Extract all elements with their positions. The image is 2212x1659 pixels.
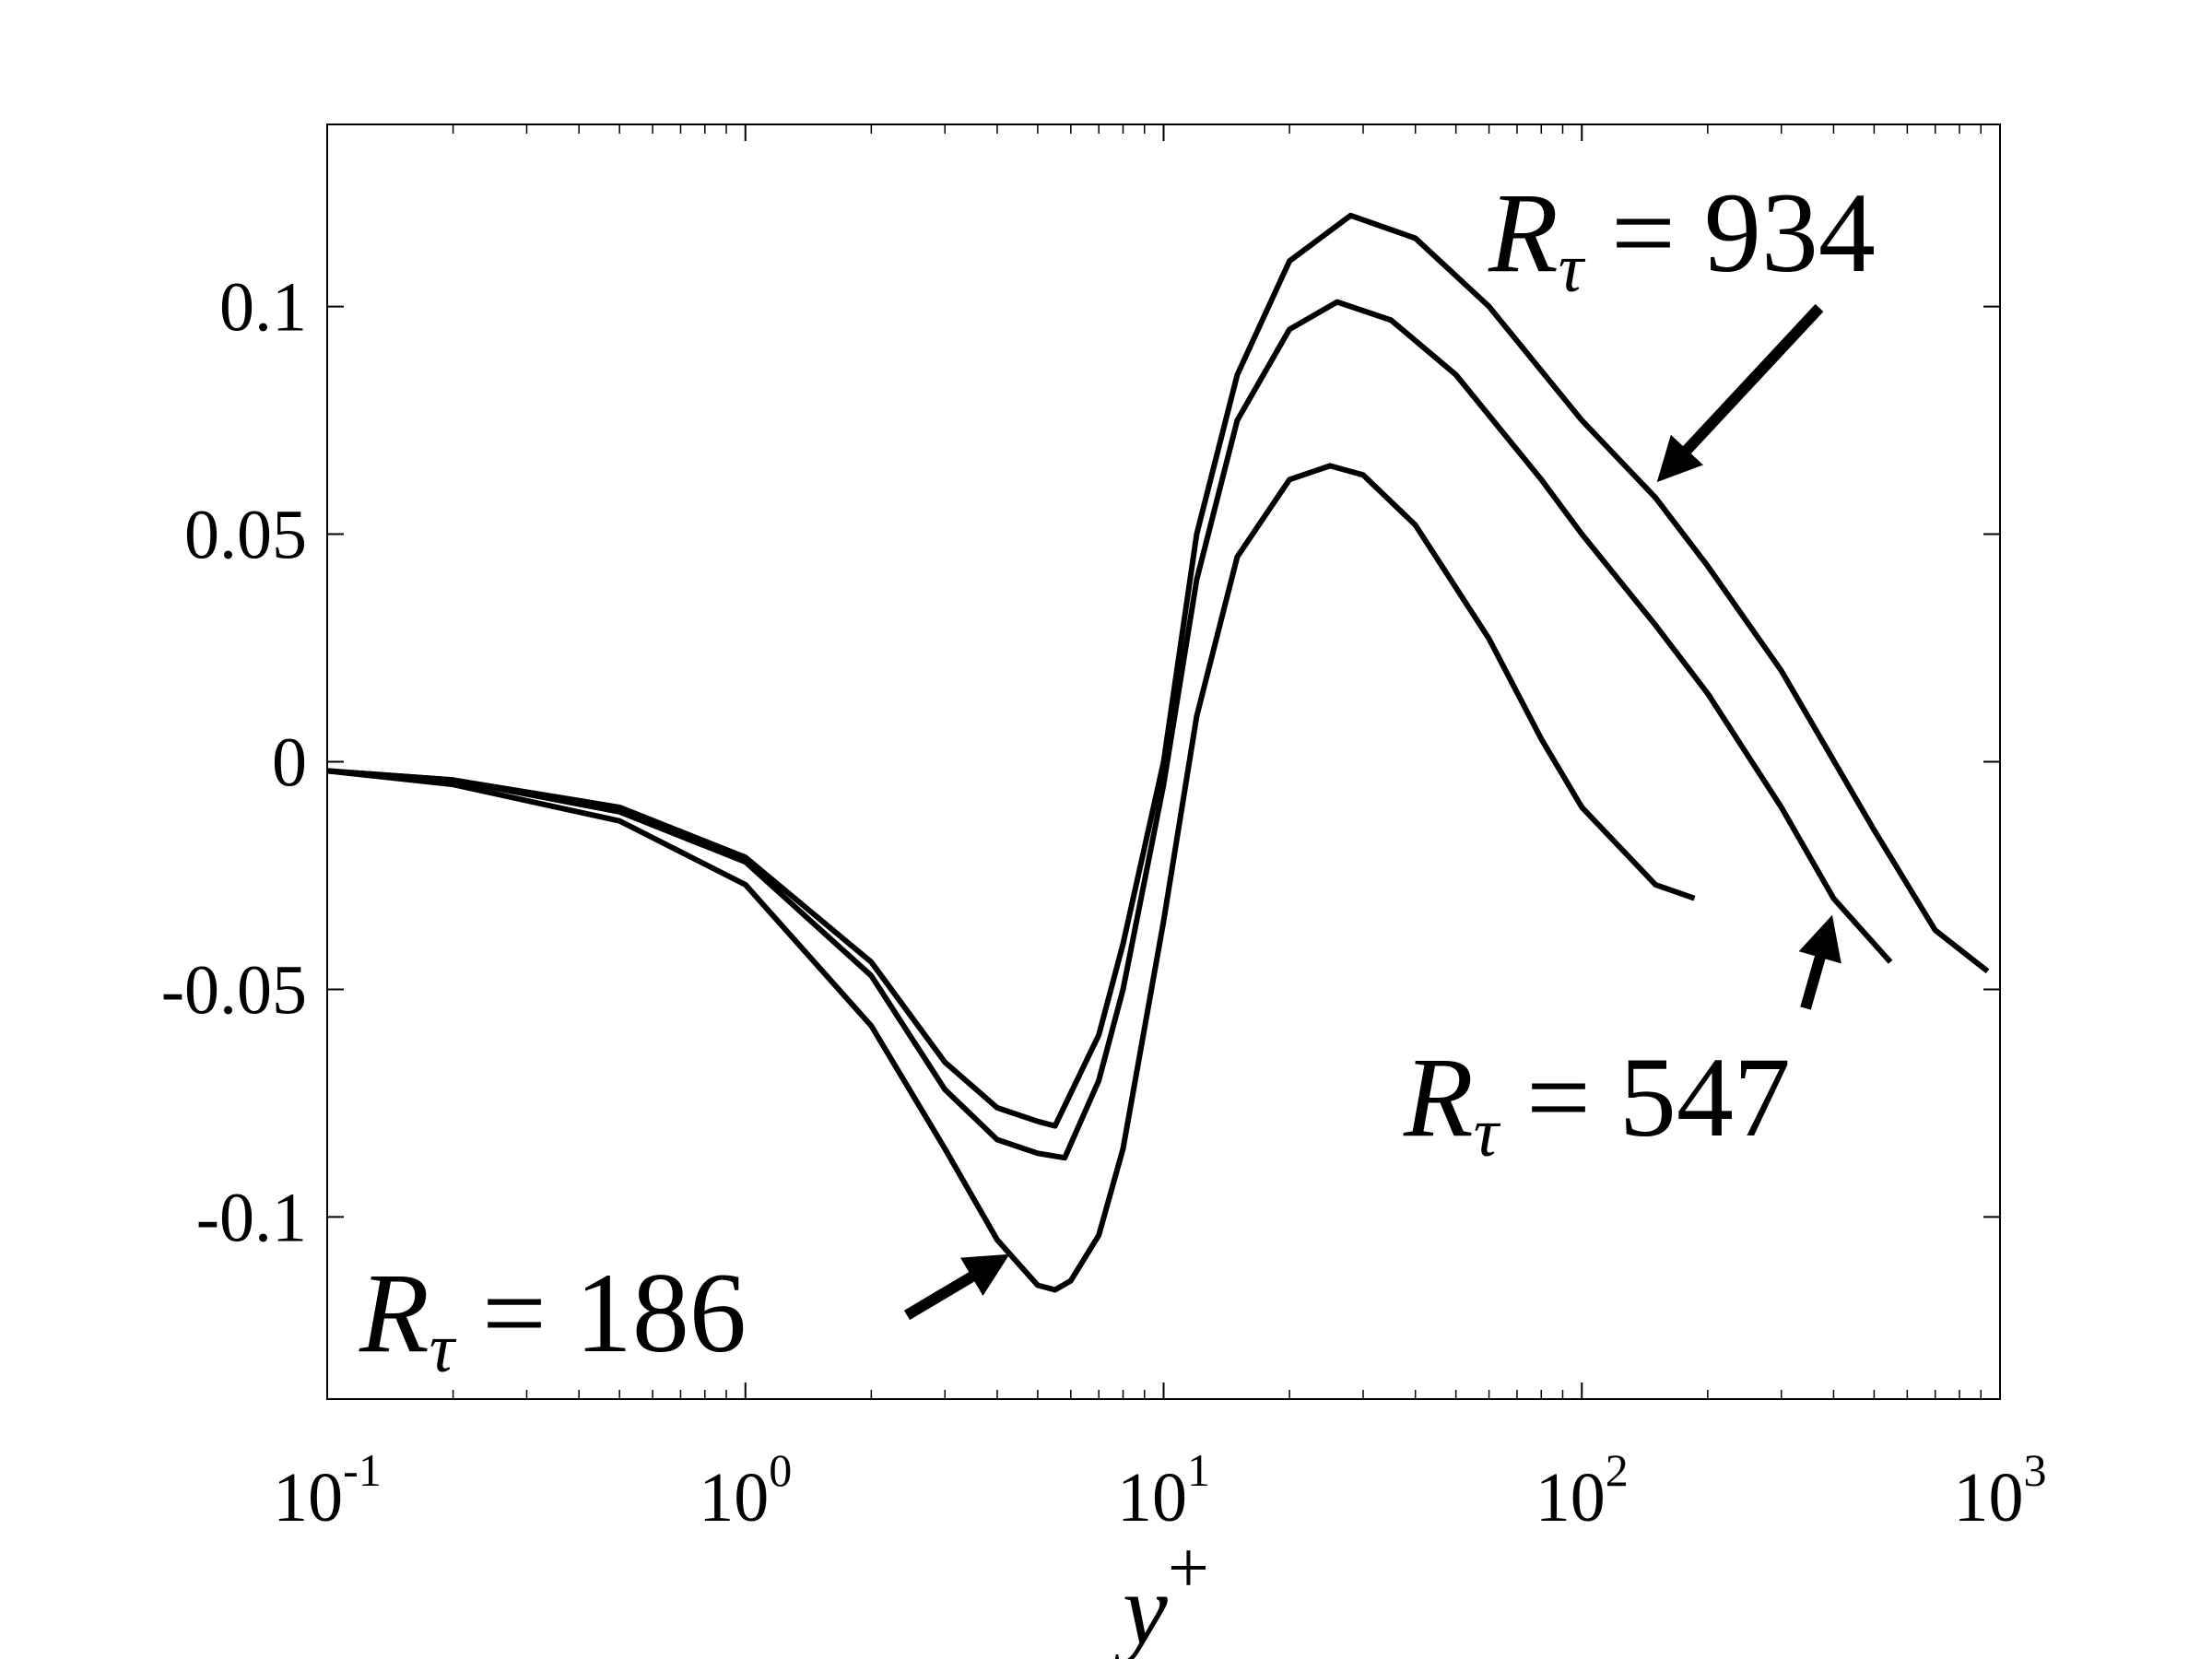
y-tick-label: 0 xyxy=(272,724,307,802)
annotation: Rτ = 934 xyxy=(1488,170,1876,307)
x-label-sup: + xyxy=(1168,1528,1209,1609)
x-tick-exponent: 3 xyxy=(2024,1444,2047,1496)
x-tick-label: 100 xyxy=(699,1444,792,1536)
arrow xyxy=(903,1253,1010,1321)
annotation-sub: τ xyxy=(1559,229,1586,307)
annotation: Rτ = 186 xyxy=(359,1250,747,1387)
annotation-text: = 547 xyxy=(1526,1034,1791,1160)
series-line xyxy=(326,212,1990,1129)
x-label-text: y xyxy=(1113,1553,1168,1659)
x-tick-exponent: 1 xyxy=(1187,1444,1210,1496)
x-tick-label: 10-1 xyxy=(273,1444,382,1536)
x-tick-label: 101 xyxy=(1117,1444,1210,1536)
x-tick-label: 102 xyxy=(1535,1444,1629,1536)
annotation-symbol: R xyxy=(1488,170,1559,296)
series-line xyxy=(326,299,1893,1161)
x-tick-exponent: -1 xyxy=(343,1444,382,1496)
x-tick-base: 10 xyxy=(1535,1459,1606,1536)
x-tick-base: 10 xyxy=(699,1459,769,1536)
x-axis-label: y+ xyxy=(1113,1528,1209,1659)
annotation: Rτ = 547 xyxy=(1403,1034,1791,1171)
y-tick-label: 0.1 xyxy=(219,269,307,347)
annotation-text: = 934 xyxy=(1611,170,1876,296)
arrow xyxy=(1798,914,1841,1010)
y-tick-label: -0.05 xyxy=(161,951,307,1029)
y-tick-label: 0.05 xyxy=(184,497,307,574)
annotation-sub: τ xyxy=(429,1310,457,1387)
annotation-text: = 186 xyxy=(482,1250,747,1376)
annotation-symbol: R xyxy=(1403,1034,1474,1160)
x-tick-exponent: 0 xyxy=(769,1444,792,1496)
x-tick-exponent: 2 xyxy=(1606,1444,1629,1496)
lines xyxy=(326,212,1990,1293)
arrow xyxy=(1656,303,1824,483)
annotation-sub: τ xyxy=(1474,1094,1501,1171)
annotation-symbol: R xyxy=(359,1250,429,1376)
x-tick-base: 10 xyxy=(1117,1459,1187,1536)
x-tick-base: 10 xyxy=(1954,1459,2024,1536)
x-tick-base: 10 xyxy=(273,1459,343,1536)
y-tick-label: -0.1 xyxy=(196,1179,307,1256)
series-line xyxy=(326,463,1696,1293)
x-tick-label: 103 xyxy=(1954,1444,2047,1536)
